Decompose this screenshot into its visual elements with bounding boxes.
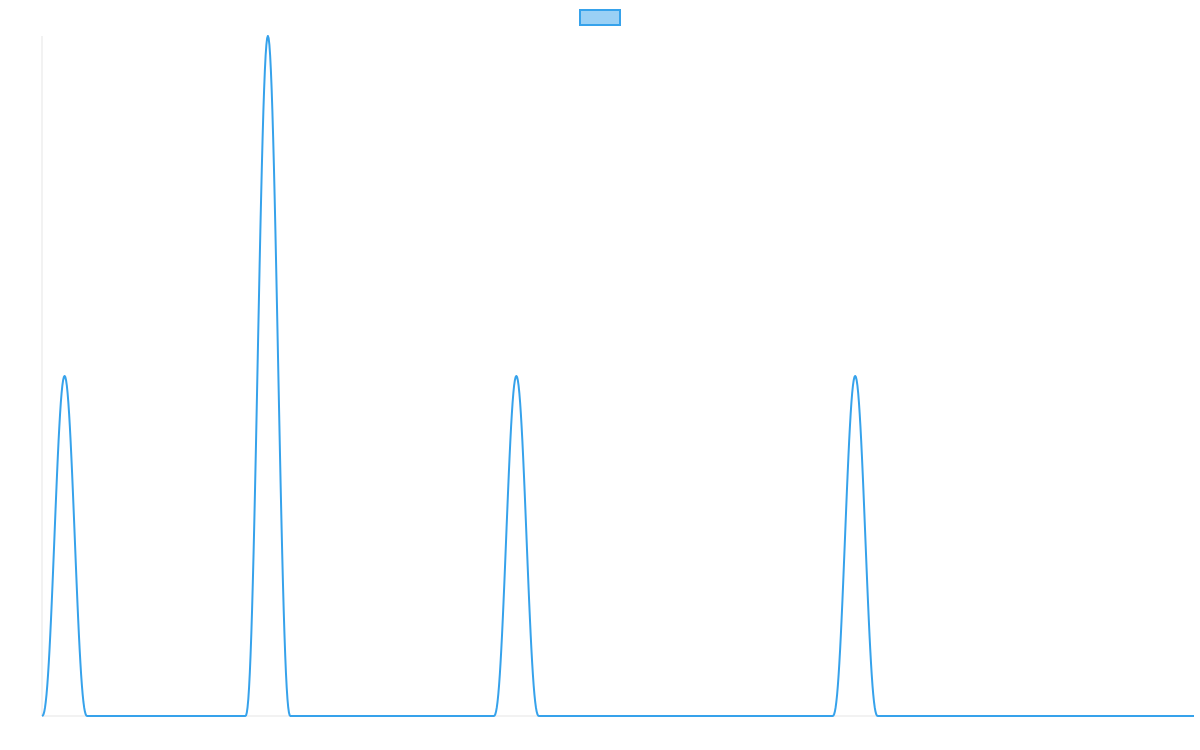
data-point-peak-3[interactable] — [513, 373, 519, 379]
series-line — [41, 35, 1194, 717]
legend[interactable] — [579, 9, 621, 26]
axes — [41, 36, 1194, 717]
legend-swatch[interactable] — [579, 9, 621, 26]
data-point-peak-4[interactable] — [852, 373, 858, 379]
data-point-peak-1[interactable] — [62, 373, 68, 379]
data-point-peak-2[interactable] — [265, 33, 271, 39]
plot-area — [41, 33, 1194, 717]
